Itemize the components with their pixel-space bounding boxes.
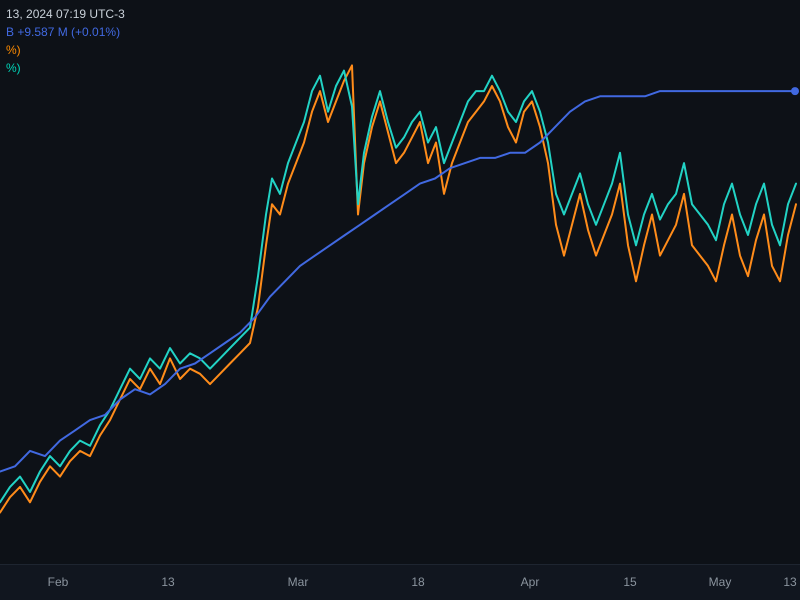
x-axis: Feb 13 Mar 18 Apr 15 May 13 <box>0 564 800 600</box>
x-tick: 13 <box>161 575 174 589</box>
series-blue <box>0 91 795 471</box>
series-blue-last-marker <box>791 87 799 95</box>
x-tick: Feb <box>48 575 69 589</box>
series-cyan <box>0 71 796 503</box>
x-tick: Mar <box>288 575 309 589</box>
x-tick: 13 <box>783 575 796 589</box>
x-tick: 18 <box>411 575 424 589</box>
x-tick: 15 <box>623 575 636 589</box>
line-chart <box>0 0 800 600</box>
x-tick: Apr <box>521 575 540 589</box>
x-tick: May <box>709 575 732 589</box>
chart-area[interactable]: Feb 13 Mar 18 Apr 15 May 13 <box>0 0 800 600</box>
series-orange <box>0 65 796 512</box>
